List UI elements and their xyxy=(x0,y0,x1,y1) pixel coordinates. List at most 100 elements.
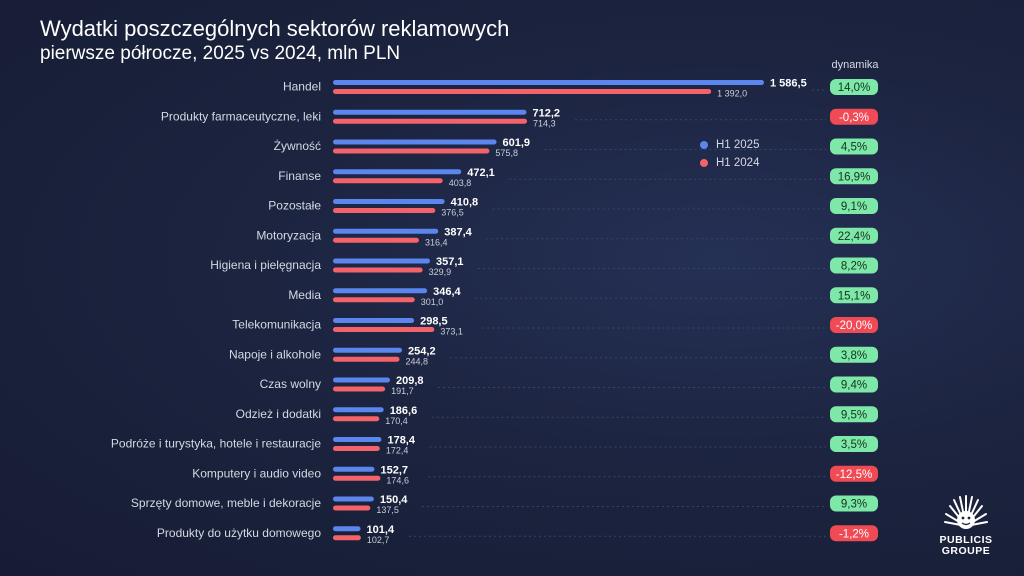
category-label: Żywność xyxy=(274,139,321,153)
bar-h1-2025 xyxy=(333,199,445,204)
value-label-2025: 472,1 xyxy=(467,167,495,179)
bar-h1-2024 xyxy=(333,386,386,392)
value-label-2025: 601,9 xyxy=(503,137,531,149)
dynamics-badge xyxy=(830,287,878,304)
dynamics-badge xyxy=(830,168,878,185)
value-label-2024: 191,7 xyxy=(391,386,414,396)
bar-h1-2024 xyxy=(333,148,490,154)
value-label-2024: 174,6 xyxy=(386,475,409,485)
bar-h1-2024 xyxy=(333,327,435,332)
legend: H1 2025 H1 2024 xyxy=(700,136,759,172)
value-label-2025: 357,1 xyxy=(436,256,464,268)
chart-subtitle: pierwsze półrocze, 2025 vs 2024, mln PLN xyxy=(40,43,401,64)
bar-h1-2025 xyxy=(333,496,374,502)
bar-h1-2024 xyxy=(333,89,712,94)
value-label-2024: 244,8 xyxy=(406,356,429,366)
value-label-2025: 254,2 xyxy=(408,345,436,357)
dynamics-label: 15,1% xyxy=(838,290,871,302)
bar-h1-2024 xyxy=(333,535,361,541)
value-label-2024: 137,5 xyxy=(376,505,399,515)
dynamics-label: -20,0% xyxy=(836,320,872,332)
value-label-2024: 172,4 xyxy=(386,446,409,456)
dynamics-label: 9,4% xyxy=(841,380,867,392)
bar-h1-2024 xyxy=(333,297,415,303)
value-label-2024: 714,3 xyxy=(533,118,556,128)
dynamics-badge xyxy=(830,346,878,363)
category-label: Finanse xyxy=(278,169,321,183)
bar-h1-2024 xyxy=(333,446,380,451)
category-label: Media xyxy=(288,288,321,302)
category-label: Motoryzacja xyxy=(256,228,321,242)
logo-text-line2: GROUPE xyxy=(941,545,991,557)
bar-h1-2024 xyxy=(333,118,528,124)
value-label-2024: 376,5 xyxy=(441,208,464,218)
category-label: Higiena i pielęgnacja xyxy=(210,258,321,272)
dynamics-badge xyxy=(830,465,878,482)
category-label: Pozostałe xyxy=(268,199,321,213)
category-label: Produkty farmaceutyczne, leki xyxy=(161,109,321,123)
chart-title: Wydatki poszczególnych sektorów reklamow… xyxy=(40,16,510,41)
dynamics-label: 16,9% xyxy=(838,171,871,183)
value-label-2025: 712,2 xyxy=(532,107,560,119)
legend-dot-2025 xyxy=(700,141,708,149)
category-label: Podróże i turystyka, hotele i restauracj… xyxy=(111,437,321,451)
dynamics-badge xyxy=(830,525,878,542)
legend-label-2025: H1 2025 xyxy=(716,139,760,151)
bar-h1-2025 xyxy=(333,109,527,115)
value-label-2025: 298,5 xyxy=(420,316,448,328)
bar-h1-2025 xyxy=(333,526,361,532)
bar-h1-2024 xyxy=(333,356,400,362)
dynamics-badge xyxy=(830,406,878,423)
bar-h1-2025 xyxy=(333,258,431,264)
category-label: Napoje i alkohole xyxy=(229,347,321,361)
dynamics-badge xyxy=(830,79,878,95)
value-label-2025: 410,8 xyxy=(451,197,479,209)
value-label-2025: 186,6 xyxy=(390,405,418,417)
dynamics-label: 9,3% xyxy=(841,499,867,511)
value-label-2024: 102,7 xyxy=(367,535,390,545)
dynamics-label: -1,2% xyxy=(839,528,869,540)
publicis-logo: PUBLICIS GROUPE xyxy=(930,494,1002,557)
legend-item-2025: H1 2025 xyxy=(700,136,759,154)
bar-h1-2025 xyxy=(333,228,439,234)
bar-h1-2025 xyxy=(333,407,384,413)
category-label: Czas wolny xyxy=(260,377,321,391)
value-label-2025: 387,4 xyxy=(444,226,472,238)
value-label-2025: 150,4 xyxy=(380,494,408,506)
dynamics-label: 8,2% xyxy=(841,261,867,273)
bar-h1-2025 xyxy=(333,288,428,294)
bar-h1-2024 xyxy=(333,208,436,213)
category-label: Telekomunikacja xyxy=(232,318,321,332)
bar-h1-2024 xyxy=(333,267,423,273)
bar-h1-2025 xyxy=(333,347,403,353)
value-label-2024: 170,4 xyxy=(385,416,408,426)
value-label-2024: 316,4 xyxy=(425,237,448,247)
dynamics-badge xyxy=(830,436,878,452)
bar-h1-2024 xyxy=(333,237,419,243)
dynamics-label: 9,5% xyxy=(841,409,867,421)
bar-h1-2025 xyxy=(333,377,390,383)
bar-h1-2024 xyxy=(333,475,381,481)
value-label-2025: 101,4 xyxy=(367,524,395,536)
legend-item-2024: H1 2024 xyxy=(700,154,759,172)
lion-emblem-icon xyxy=(944,495,988,529)
dynamics-badge xyxy=(830,198,878,214)
category-label: Komputery i audio video xyxy=(192,466,321,480)
value-label-2024: 301,0 xyxy=(421,297,444,307)
value-label-2024: 575,8 xyxy=(495,148,518,158)
dynamics-label: 9,1% xyxy=(841,201,867,213)
legend-dot-2024 xyxy=(700,159,708,167)
dynamics-label: 4,5% xyxy=(841,142,867,154)
value-label-2024: 329,9 xyxy=(429,267,452,277)
value-label-2024: 403,8 xyxy=(449,178,472,188)
value-label-2025: 152,7 xyxy=(380,464,408,476)
dynamics-label: -0,3% xyxy=(839,112,869,124)
category-label: Odzież i dodatki xyxy=(236,407,321,421)
category-label: Handel xyxy=(283,80,321,94)
bar-h1-2024 xyxy=(333,416,380,422)
category-label: Produkty do użytku domowego xyxy=(157,526,321,540)
dynamics-badge xyxy=(830,138,878,155)
dynamics-label: 3,8% xyxy=(841,350,867,362)
value-label-2025: 209,8 xyxy=(396,375,424,387)
value-label-2025: 346,4 xyxy=(433,286,461,298)
